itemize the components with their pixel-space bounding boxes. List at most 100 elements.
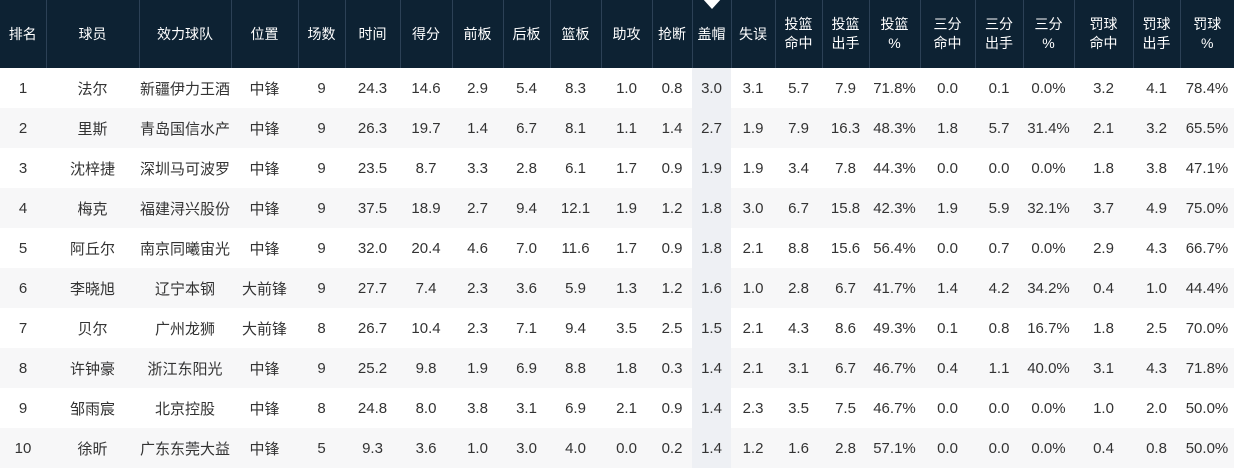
cell-ft-pct: 71.8% <box>1185 359 1229 377</box>
cell-rebounds: 8.8 <box>565 359 586 377</box>
cell-ft-made: 3.1 <box>1093 359 1114 377</box>
cell-fg-made: 3.4 <box>788 159 809 177</box>
col-header-label: 盖帽 <box>697 25 726 42</box>
cell-points: 9.8 <box>415 359 437 377</box>
cell-ft-attempts: 1.0 <box>1146 279 1167 297</box>
col-header-fg-pct[interactable]: 投篮 % <box>868 0 920 68</box>
col-header-blocks[interactable]: 盖帽 <box>691 0 731 68</box>
cell-minutes: 37.5 <box>357 199 388 217</box>
cell-team: 广东东莞大益 <box>139 440 230 458</box>
cell-player: 徐昕 <box>77 440 108 458</box>
table-row: 7 贝尔 广州龙狮 大前锋 8 26.7 10.4 2.3 7.1 9.4 3.5 2.5 1.5 2.1… <box>0 308 1234 348</box>
col-header-fg-made[interactable]: 投篮 命中 <box>774 0 822 68</box>
col-header-label: 抢断 <box>658 25 686 42</box>
col-header-fg-attempts[interactable]: 投篮 出手 <box>821 0 869 68</box>
col-header-ft-attempts[interactable]: 罚球 出手 <box>1132 0 1180 68</box>
col-header-ft-pct[interactable]: 罚球 % <box>1179 0 1234 68</box>
col-header-label: 位置 <box>250 25 279 42</box>
col-header-team[interactable]: 效力球队 <box>138 0 231 68</box>
col-header-games[interactable]: 场数 <box>297 0 345 68</box>
col-header-label: 罚球 出手 <box>1142 16 1171 51</box>
cell-games: 8 <box>317 319 326 337</box>
cell-fg-pct: 48.3% <box>873 119 916 137</box>
col-header-label: 三分 命中 <box>933 16 962 51</box>
col-header-three-attempts[interactable]: 三分 出手 <box>974 0 1023 68</box>
cell-games: 9 <box>317 239 326 257</box>
col-header-three-made[interactable]: 三分 命中 <box>919 0 975 68</box>
cell-three-made: 0.0 <box>937 79 958 97</box>
cell-assists: 1.9 <box>616 199 637 217</box>
cell-games: 9 <box>317 279 326 297</box>
cell-steals: 0.3 <box>661 359 683 377</box>
cell-steals: 1.2 <box>661 279 683 297</box>
col-header-label: 得分 <box>412 25 440 42</box>
cell-player: 法尔 <box>77 80 108 98</box>
cell-fg-made: 1.6 <box>788 439 809 457</box>
cell-team: 广州龙狮 <box>154 320 215 338</box>
cell-def-rebounds: 7.0 <box>516 239 537 257</box>
table-row: 6 李晓旭 辽宁本钢 大前锋 9 27.7 7.4 2.3 3.6 5.9 1.3 1.2 1.6 1.0… <box>0 268 1234 308</box>
cell-ft-made: 0.4 <box>1093 279 1114 297</box>
cell-position: 中锋 <box>249 400 280 418</box>
cell-rank: 2 <box>18 119 28 137</box>
cell-fg-pct: 56.4% <box>873 239 916 257</box>
cell-steals: 0.2 <box>661 439 683 457</box>
cell-team: 青岛国信水产 <box>139 120 230 138</box>
cell-ft-pct: 78.4% <box>1185 79 1229 97</box>
cell-assists: 1.8 <box>616 359 637 377</box>
cell-ft-pct: 66.7% <box>1185 239 1229 257</box>
col-header-position[interactable]: 位置 <box>230 0 298 68</box>
cell-fg-pct: 49.3% <box>873 319 916 337</box>
cell-rebounds: 4.0 <box>565 439 586 457</box>
sort-desc-icon[interactable] <box>701 0 722 9</box>
cell-games: 9 <box>317 159 326 177</box>
cell-turnovers: 1.0 <box>742 279 764 297</box>
cell-fg-pct: 46.7% <box>873 399 916 417</box>
table-row: 5 阿丘尔 南京同曦宙光 中锋 9 32.0 20.4 4.6 7.0 11.6 1.7 0.9 1.8… <box>0 228 1234 268</box>
cell-ft-made: 1.0 <box>1093 399 1114 417</box>
cell-minutes: 32.0 <box>357 239 388 257</box>
cell-fg-made: 6.7 <box>788 199 809 217</box>
cell-ft-pct: 75.0% <box>1185 199 1229 217</box>
cell-games: 9 <box>317 199 326 217</box>
cell-minutes: 24.3 <box>357 79 388 97</box>
cell-fg-made: 8.8 <box>788 239 809 257</box>
cell-steals: 1.2 <box>661 199 683 217</box>
col-header-assists[interactable]: 助攻 <box>600 0 652 68</box>
table-row: 2 里斯 青岛国信水产 中锋 9 26.3 19.7 1.4 6.7 8.1 1.1 1.4 2.7 1.… <box>0 108 1234 148</box>
cell-fg-made: 2.8 <box>788 279 809 297</box>
cell-fg-attempts: 7.9 <box>835 79 856 97</box>
col-header-three-pct[interactable]: 三分 % <box>1022 0 1074 68</box>
col-header-points[interactable]: 得分 <box>399 0 452 68</box>
cell-position: 中锋 <box>249 360 280 378</box>
col-header-rebounds[interactable]: 篮板 <box>549 0 601 68</box>
cell-ft-attempts: 0.8 <box>1146 439 1167 457</box>
col-header-label: 投篮 % <box>880 16 909 51</box>
cell-turnovers: 3.0 <box>742 199 764 217</box>
col-header-off-rebounds[interactable]: 前板 <box>451 0 503 68</box>
col-header-label: 时间 <box>358 25 387 42</box>
cell-team: 辽宁本钢 <box>154 280 215 298</box>
col-header-ft-made[interactable]: 罚球 命中 <box>1073 0 1133 68</box>
cell-three-attempts: 0.1 <box>988 79 1010 97</box>
cell-three-pct: 0.0% <box>1031 239 1066 257</box>
col-header-rank[interactable]: 排名 <box>0 0 46 68</box>
cell-assists: 1.7 <box>616 239 637 257</box>
col-header-turnovers[interactable]: 失误 <box>730 0 775 68</box>
col-header-minutes[interactable]: 时间 <box>344 0 400 68</box>
cell-player: 李晓旭 <box>69 280 115 298</box>
cell-off-rebounds: 2.7 <box>467 199 488 217</box>
cell-three-attempts: 0.0 <box>988 439 1010 457</box>
col-header-player[interactable]: 球员 <box>45 0 139 68</box>
cell-points: 18.9 <box>411 199 441 217</box>
col-header-steals[interactable]: 抢断 <box>651 0 692 68</box>
cell-ft-attempts: 4.1 <box>1146 79 1167 97</box>
cell-off-rebounds: 4.6 <box>467 239 488 257</box>
col-header-def-rebounds[interactable]: 后板 <box>502 0 550 68</box>
cell-minutes: 25.2 <box>357 359 388 377</box>
cell-fg-pct: 46.7% <box>873 359 916 377</box>
cell-def-rebounds: 9.4 <box>516 199 537 217</box>
col-header-label: 助攻 <box>612 25 641 42</box>
cell-points: 7.4 <box>415 279 437 297</box>
cell-player: 贝尔 <box>77 320 108 338</box>
